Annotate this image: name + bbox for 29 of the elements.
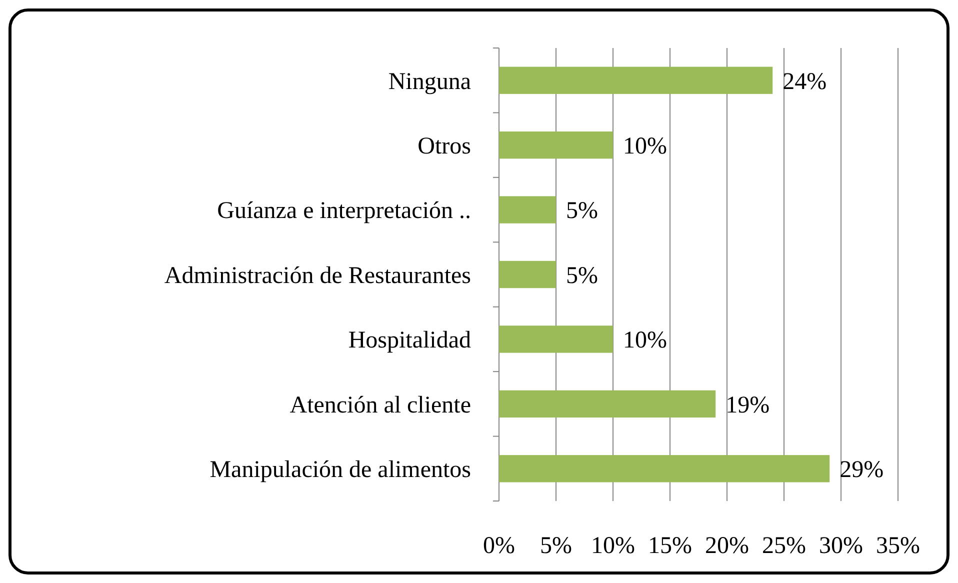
bar: [499, 66, 773, 94]
data-label: 19%: [726, 392, 770, 418]
bar: [499, 260, 556, 288]
bar: [499, 455, 830, 482]
data-label: 24%: [782, 68, 827, 95]
data-label: 10%: [623, 133, 667, 160]
y-tick-label: Otros: [418, 133, 471, 160]
x-tick-label: 5%: [540, 533, 572, 559]
bar: [499, 326, 613, 353]
y-tick-label: Administración de Restaurantes: [164, 262, 471, 289]
x-tick-label: 10%: [591, 533, 635, 559]
y-tick-label: Hospitalidad: [348, 328, 471, 354]
data-label: 5%: [566, 262, 598, 289]
x-tick-label: 35%: [876, 533, 920, 559]
bar: [499, 131, 613, 159]
x-tick-label: 15%: [648, 533, 692, 559]
x-tick-label: 25%: [762, 533, 806, 559]
bar: [499, 390, 716, 418]
x-tick-label: 20%: [705, 533, 749, 559]
y-tick-label: Ninguna: [388, 68, 472, 95]
y-tick-label: Atención al cliente: [290, 392, 471, 418]
x-tick-label: 0%: [483, 533, 515, 559]
y-tick-label: Manipulación de alimentos: [210, 457, 471, 484]
y-tick-label: Guíanza e interpretación ..: [217, 198, 471, 224]
data-label: 29%: [840, 457, 884, 484]
x-tick-label: 30%: [819, 533, 863, 559]
bar: [499, 196, 556, 224]
data-label: 5%: [566, 198, 598, 224]
data-label: 10%: [623, 328, 667, 354]
